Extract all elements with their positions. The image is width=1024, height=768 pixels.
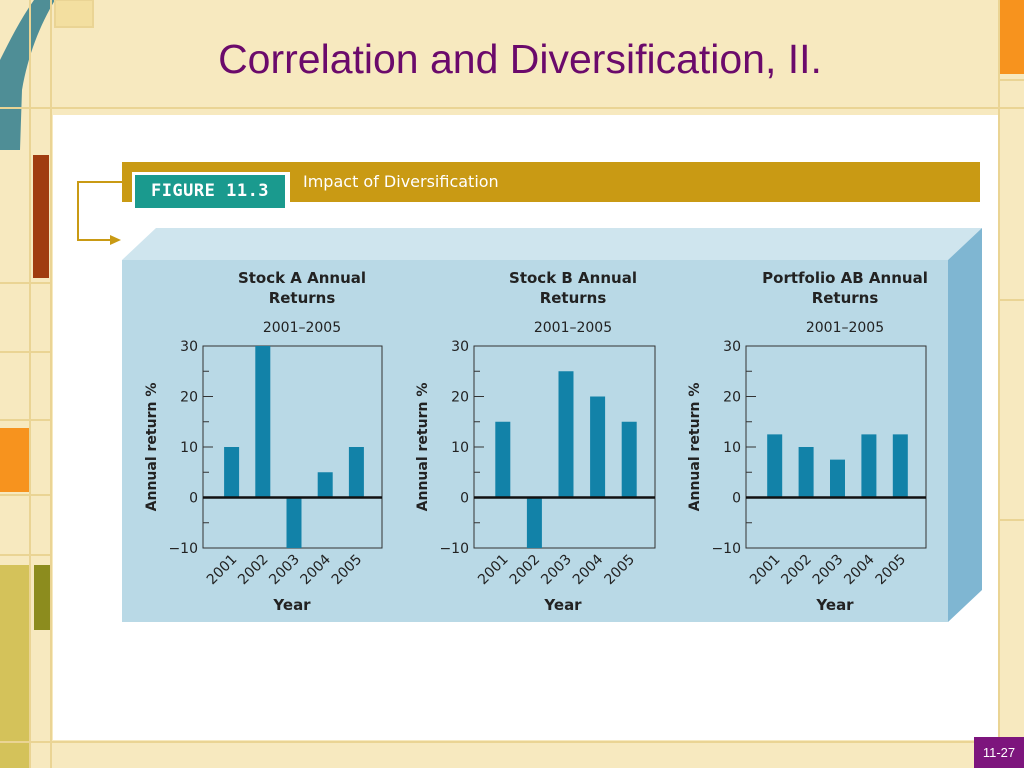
- x-axis-label: Year: [543, 596, 582, 614]
- figure-3d-panel: [122, 228, 982, 622]
- y-tick-label: 20: [723, 390, 741, 406]
- y-tick-label: 0: [732, 491, 741, 507]
- y-tick-label: −10: [439, 541, 469, 557]
- y-tick-label: −10: [168, 541, 198, 557]
- figure-caption: Impact of Diversification: [303, 172, 499, 191]
- bar-2003: [558, 371, 574, 498]
- chart-title: Stock A Annual: [238, 269, 366, 287]
- bar-2003: [830, 459, 845, 498]
- figure-label: FIGURE 11.3: [135, 175, 285, 208]
- chart-subtitle: 2001–2005: [806, 320, 884, 336]
- y-axis-label: Annual return %: [687, 383, 703, 512]
- x-axis-label: Year: [272, 596, 311, 614]
- y-tick-label: 10: [180, 440, 198, 456]
- chart-subtitle: 2001–2005: [263, 320, 341, 336]
- bar-2002: [798, 447, 814, 498]
- bar-2005: [348, 447, 364, 498]
- bar-2005: [621, 421, 637, 498]
- y-axis-label: Annual return %: [415, 383, 431, 512]
- x-axis-label: Year: [815, 596, 854, 614]
- bar-2003: [286, 497, 302, 548]
- y-tick-label: 20: [451, 390, 469, 406]
- bar-2004: [590, 396, 606, 498]
- page-number: 11-27: [974, 737, 1024, 768]
- y-tick-label: 10: [723, 440, 741, 456]
- bar-2002: [526, 497, 542, 548]
- chart-title: Returns: [269, 289, 336, 307]
- bar-2001: [767, 434, 783, 498]
- chart-title: Portfolio AB Annual: [762, 269, 928, 287]
- bar-2001: [224, 447, 240, 498]
- bar-2005: [892, 434, 908, 498]
- bar-2002: [255, 346, 271, 498]
- y-axis-label: Annual return %: [144, 383, 160, 512]
- y-tick-label: 30: [451, 339, 469, 355]
- y-tick-label: 10: [451, 440, 469, 456]
- chart-subtitle: 2001–2005: [534, 320, 612, 336]
- y-tick-label: 30: [723, 339, 741, 355]
- chart-title: Returns: [812, 289, 879, 307]
- y-tick-label: 0: [189, 491, 198, 507]
- chart-title: Stock B Annual: [509, 269, 637, 287]
- slide-title: Correlation and Diversification, II.: [218, 36, 822, 82]
- y-tick-label: 20: [180, 390, 198, 406]
- y-tick-label: 0: [460, 491, 469, 507]
- bar-2004: [861, 434, 877, 498]
- y-tick-label: 30: [180, 339, 198, 355]
- y-tick-label: −10: [711, 541, 741, 557]
- bar-2004: [317, 472, 333, 498]
- figure-tag: FIGURE 11.3: [132, 172, 290, 213]
- bar-2001: [495, 421, 511, 498]
- connector-arrow: [77, 181, 122, 245]
- chart-title: Returns: [540, 289, 607, 307]
